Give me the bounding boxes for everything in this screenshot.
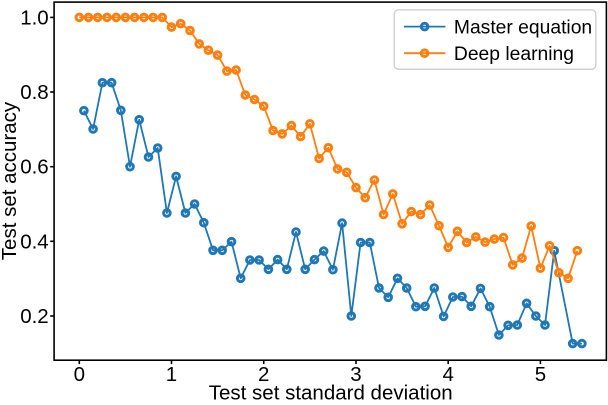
svg-text:3: 3 [350, 363, 361, 386]
svg-text:0: 0 [74, 363, 85, 386]
svg-text:0.4: 0.4 [20, 230, 49, 253]
svg-text:1.0: 1.0 [20, 6, 49, 29]
svg-text:0.6: 0.6 [20, 156, 49, 179]
svg-text:Test set standard deviation: Test set standard deviation [209, 382, 453, 401]
svg-text:1: 1 [166, 363, 177, 386]
svg-text:4: 4 [442, 363, 453, 386]
svg-text:0.8: 0.8 [20, 81, 49, 104]
svg-text:2: 2 [258, 363, 269, 386]
svg-text:0.2: 0.2 [20, 305, 49, 328]
svg-text:5: 5 [535, 363, 546, 386]
svg-text:Test set accuracy: Test set accuracy [0, 101, 21, 260]
svg-text:Master equation: Master equation [454, 17, 592, 38]
svg-text:Deep learning: Deep learning [454, 44, 574, 65]
